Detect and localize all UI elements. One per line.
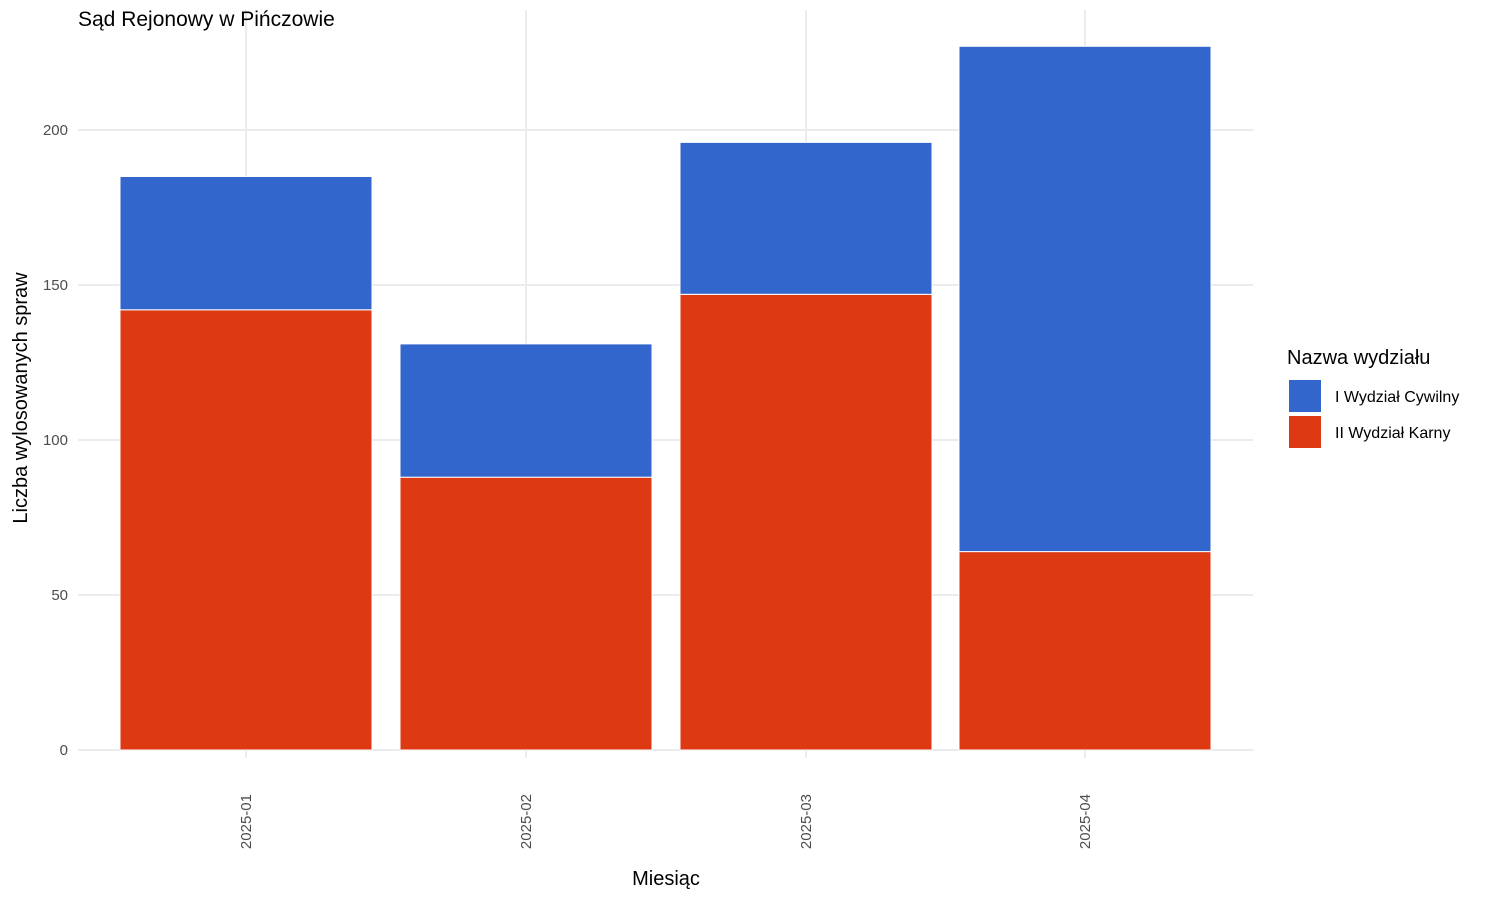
axes-layer: 0 50 100 150 200 2025-01 2025-02 2025-03 2025-04 xyxy=(43,122,1094,849)
bar-i-wydzia-cywilny-2025-02 xyxy=(399,343,653,478)
bar-ii-wydzia-karny-2025-01 xyxy=(119,309,373,751)
legend-title: Nazwa wydziału xyxy=(1287,347,1430,369)
x-tick-label-3: 2025-04 xyxy=(1077,794,1094,849)
legend-label-1: II Wydział Karny xyxy=(1335,425,1450,442)
legend-label-0: I Wydział Cywilny xyxy=(1335,389,1459,406)
bar-i-wydzia-cywilny-2025-04 xyxy=(958,45,1212,553)
y-tick-label-1: 50 xyxy=(51,587,68,604)
chart-title: Sąd Rejonowy w Pińczowie xyxy=(78,8,335,31)
bar-i-wydzia-cywilny-2025-03 xyxy=(679,141,933,295)
bars-layer xyxy=(119,45,1212,751)
bar-ii-wydzia-karny-2025-04 xyxy=(958,551,1212,751)
bar-ii-wydzia-karny-2025-02 xyxy=(399,476,653,751)
x-axis-title: Miesiąc xyxy=(632,868,700,890)
y-tick-label-0: 0 xyxy=(60,742,68,759)
x-tick-label-0: 2025-01 xyxy=(238,794,255,849)
y-tick-label-2: 100 xyxy=(43,432,68,449)
x-tick-label-1: 2025-02 xyxy=(518,794,535,849)
x-tick-label-2: 2025-03 xyxy=(798,794,815,849)
bar-i-wydzia-cywilny-2025-01 xyxy=(119,176,373,311)
y-tick-label-4: 200 xyxy=(43,122,68,139)
y-axis-title: Liczba wylosowanych spraw xyxy=(10,272,32,524)
legend-key-0 xyxy=(1289,380,1321,412)
legend: Nazwa wydziału I Wydział Cywilny II Wydzi… xyxy=(1287,347,1459,448)
y-tick-label-3: 150 xyxy=(43,277,68,294)
legend-key-1 xyxy=(1289,416,1321,448)
bar-ii-wydzia-karny-2025-03 xyxy=(679,293,933,751)
